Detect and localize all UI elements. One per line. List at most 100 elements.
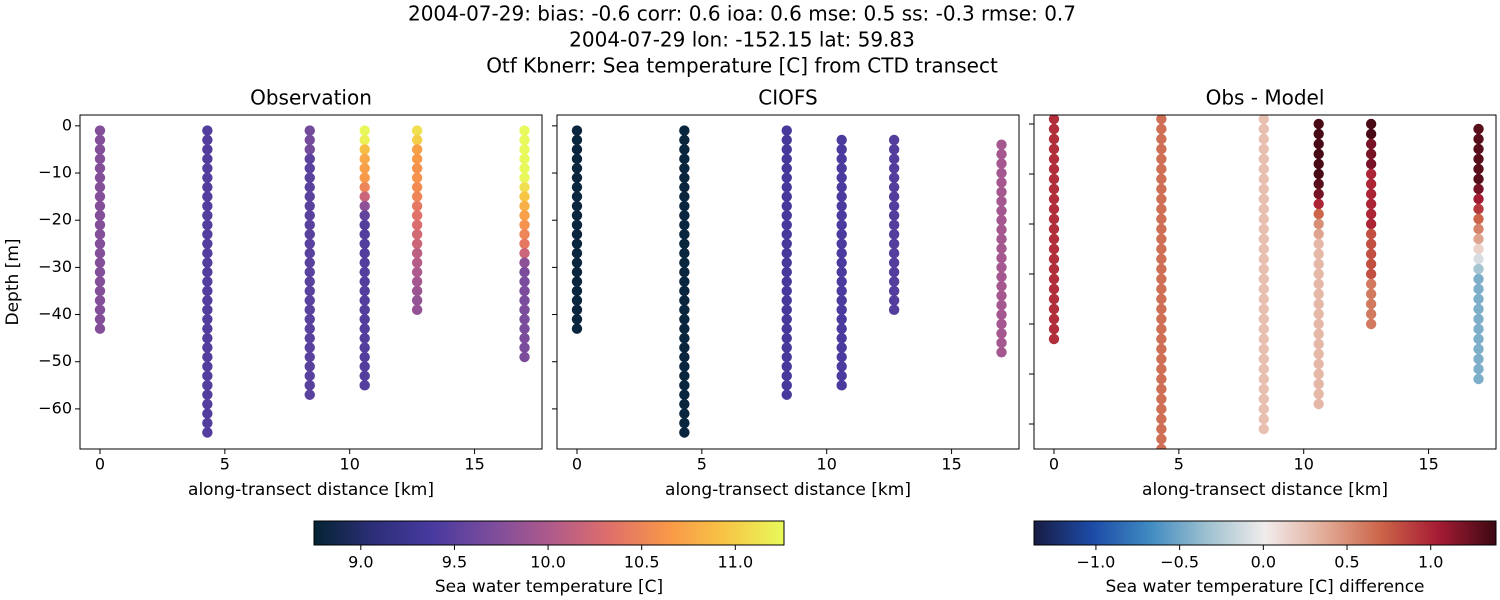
data-point — [94, 229, 106, 240]
data-point — [571, 191, 583, 202]
data-point — [679, 238, 690, 249]
data-point — [1258, 223, 1269, 235]
data-point — [359, 257, 370, 268]
data-point — [836, 351, 847, 363]
data-point — [996, 243, 1007, 254]
data-point — [888, 191, 900, 202]
x-axis-label: along-transect distance [km] — [188, 480, 434, 500]
data-point — [202, 200, 213, 212]
data-point — [94, 219, 106, 231]
y-axis-label: Depth [m] — [3, 238, 23, 325]
data-point — [1473, 333, 1484, 345]
data-point — [888, 248, 900, 259]
x-tick-label: 10 — [1294, 455, 1314, 474]
data-point — [359, 191, 370, 202]
data-point — [1048, 143, 1060, 155]
data-point — [679, 417, 690, 429]
colorbar-label: Sea water temperature [C] — [435, 577, 663, 597]
data-point — [411, 172, 423, 183]
data-point — [1156, 423, 1167, 435]
data-point — [1258, 193, 1269, 205]
data-point — [1258, 213, 1269, 225]
x-tick-label: 0 — [1049, 455, 1059, 474]
data-point — [1156, 223, 1167, 235]
data-point — [781, 332, 792, 344]
data-point — [1048, 115, 1060, 125]
data-point — [836, 380, 847, 391]
data-point — [888, 153, 900, 165]
data-point — [1156, 233, 1167, 245]
data-point — [1313, 398, 1324, 410]
data-point — [781, 238, 792, 249]
data-point — [202, 238, 213, 249]
data-point — [1473, 233, 1484, 245]
data-point — [519, 323, 530, 334]
data-point — [781, 125, 792, 136]
x-axis-label: along-transect distance [km] — [665, 480, 911, 500]
data-point — [1156, 353, 1167, 365]
data-point — [679, 210, 690, 221]
data-point — [1473, 163, 1484, 175]
x-tick-label: 10 — [340, 455, 360, 474]
data-point — [1258, 323, 1269, 335]
data-point — [1048, 243, 1060, 255]
data-point — [359, 332, 370, 344]
data-point — [1365, 318, 1377, 330]
data-point — [1365, 168, 1377, 180]
data-point — [1048, 313, 1060, 325]
plot-area — [1048, 115, 1484, 449]
colorbar-tick-label: 0.0 — [1251, 553, 1276, 572]
x-axis-label: along-transect distance [km] — [1142, 480, 1388, 500]
data-point — [411, 144, 423, 155]
data-point — [571, 295, 583, 306]
axes-frame — [1033, 114, 1497, 450]
data-point — [359, 200, 370, 212]
data-point — [94, 200, 106, 212]
axes-title: Observation — [250, 86, 372, 110]
data-point — [1048, 203, 1060, 215]
data-point — [571, 276, 583, 287]
data-point — [1048, 173, 1060, 185]
data-point — [781, 361, 792, 372]
data-point — [202, 181, 213, 193]
data-point — [1156, 443, 1167, 449]
data-point — [1313, 218, 1324, 230]
data-point — [1258, 183, 1269, 195]
data-point — [679, 266, 690, 278]
data-point — [359, 172, 370, 183]
data-point — [836, 134, 847, 146]
data-point — [304, 342, 315, 353]
data-point — [1473, 303, 1484, 315]
data-point — [202, 144, 213, 155]
x-tick-label: 15 — [1418, 455, 1438, 474]
data-point — [519, 295, 530, 306]
data-point — [1313, 188, 1324, 200]
data-point — [519, 342, 530, 353]
data-point — [1156, 333, 1167, 345]
data-point — [781, 181, 792, 193]
data-point — [1156, 143, 1167, 155]
data-point — [304, 200, 315, 212]
colorbar-tick-label: 9.0 — [348, 553, 373, 572]
data-point — [1258, 123, 1269, 135]
data-point — [359, 351, 370, 363]
data-point — [304, 380, 315, 391]
data-point — [1156, 293, 1167, 305]
colorbar-tick-label: 9.5 — [442, 553, 467, 572]
data-point — [781, 153, 792, 165]
data-point — [1258, 363, 1269, 375]
data-point — [571, 238, 583, 249]
data-point — [1313, 228, 1324, 240]
data-point — [781, 351, 792, 363]
data-point — [304, 134, 315, 146]
x-tick-label: 0 — [572, 455, 582, 474]
axes-title: CIOFS — [758, 86, 817, 110]
data-point — [202, 163, 213, 174]
data-point — [519, 314, 530, 325]
data-point — [888, 200, 900, 212]
data-point — [836, 285, 847, 297]
data-point — [1156, 303, 1167, 315]
colorbar-tick-label: 10.0 — [530, 553, 566, 572]
data-point — [781, 134, 792, 146]
data-point — [519, 219, 530, 231]
